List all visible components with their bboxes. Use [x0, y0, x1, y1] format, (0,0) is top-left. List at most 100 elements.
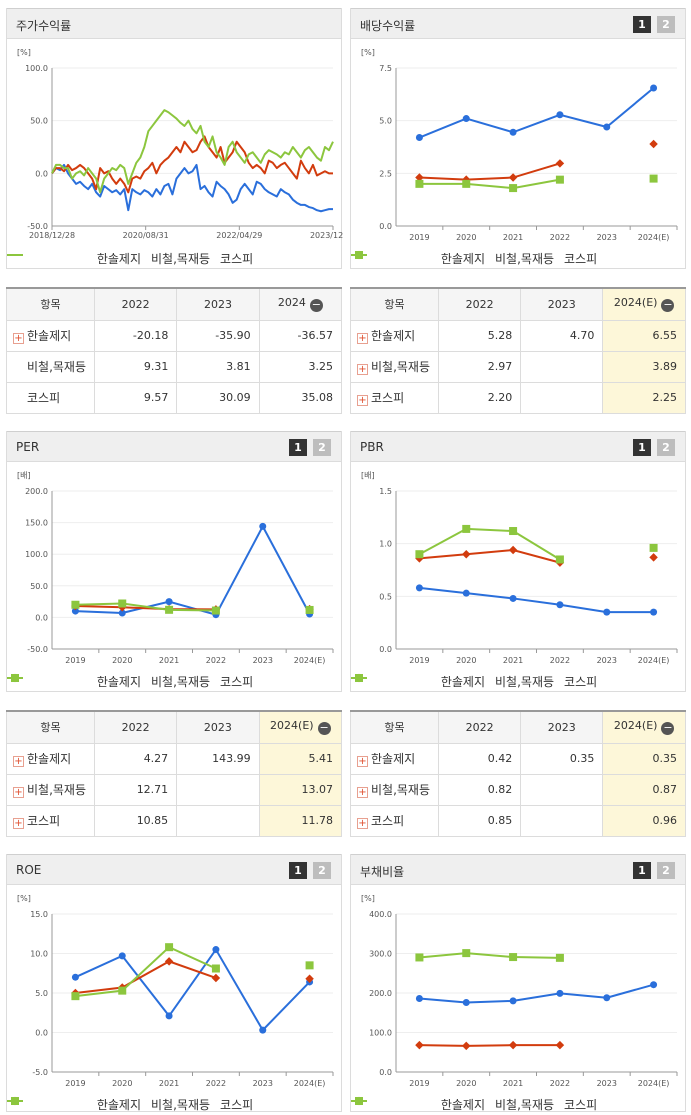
- chart-legend: 한솔제지 비철,목재등 코스피: [351, 1096, 687, 1113]
- expand-icon[interactable]: +: [13, 787, 24, 798]
- legend-label: 비철,목재등: [495, 1098, 555, 1112]
- collapse-icon[interactable]: −: [661, 721, 675, 736]
- chart-svg: [%] 15.0 10.0 5.0 0.0 -5.0 2019 2020 2021 2022 202…: [17, 894, 334, 1088]
- legend-item[interactable]: 코스피: [7, 1096, 253, 1113]
- expand-icon[interactable]: +: [357, 756, 368, 767]
- y-tick-label: 200.0: [25, 487, 48, 496]
- table-per: 항목 2022 2023 2024(E) − + 한솔제지 4.27 143.99 5.41 + 비철…: [5, 710, 343, 837]
- data-point: [462, 589, 470, 597]
- row-label: + 한솔제지: [349, 742, 440, 775]
- data-point: [165, 605, 174, 614]
- table-cell: 4.27: [94, 742, 178, 775]
- table-stock-return: 항목 2022 2023 2024− + 한솔제지 -20.18 -35.90 -36.57 비철…: [5, 287, 343, 414]
- legend-item[interactable]: 코스피: [7, 673, 254, 690]
- header-label: 2022: [465, 720, 494, 734]
- legend-item[interactable]: 코스피: [351, 1096, 597, 1113]
- legend-item[interactable]: 비철,목재등: [7, 250, 210, 267]
- legend-item[interactable]: 코스피: [7, 250, 253, 267]
- x-tick-label: 2024(E): [638, 656, 670, 665]
- y-tick-label: 7.5: [379, 64, 392, 73]
- legend-item[interactable]: 한솔제지: [351, 250, 485, 267]
- legend-label: 코스피: [220, 675, 254, 689]
- row-label-text: 코스피: [371, 391, 405, 405]
- page-1-button[interactable]: 1: [633, 439, 651, 456]
- x-tick-label: 2019: [409, 656, 429, 665]
- table-header-cell: 2024(E) −: [602, 711, 686, 744]
- x-tick-label: 2021: [159, 1079, 179, 1088]
- legend-item[interactable]: 한솔제지: [351, 673, 485, 690]
- table-header-cell: 항목: [5, 711, 96, 744]
- chart-debt-ratio: [%] 400.0 300.0 200.0 100.0 0.0 2019 2020 2021 20…: [351, 886, 687, 1115]
- data-point: [305, 605, 314, 614]
- y-tick-label: 5.0: [35, 989, 48, 998]
- row-label-text: 비철,목재등: [27, 360, 87, 374]
- table-cell: 3.81: [176, 350, 260, 383]
- page-2-button[interactable]: 2: [313, 862, 331, 879]
- page-1-button[interactable]: 1: [633, 16, 651, 33]
- x-tick-label: 2023: [253, 656, 273, 665]
- table-row: + 한솔제지 4.27 143.99 5.41: [5, 742, 343, 775]
- header-label: 항목: [384, 721, 405, 735]
- row-label: + 코스피: [349, 381, 440, 414]
- row-label-text: 코스피: [27, 391, 61, 405]
- table-cell: 9.57: [94, 381, 178, 414]
- legend-item[interactable]: 코스피: [351, 250, 597, 267]
- y-tick-label: 0.0: [35, 1029, 48, 1038]
- legend-swatch: [7, 254, 23, 256]
- page-2-button[interactable]: 2: [313, 439, 331, 456]
- y-tick-label: 100.0: [25, 550, 48, 559]
- data-point: [508, 173, 518, 182]
- data-point: [71, 973, 79, 981]
- page-1-button[interactable]: 1: [633, 862, 651, 879]
- expand-icon[interactable]: +: [13, 818, 24, 829]
- expand-icon[interactable]: +: [357, 787, 368, 798]
- page-2-button[interactable]: 2: [657, 862, 675, 879]
- data-point: [164, 957, 174, 966]
- table-row: + 한솔제지 -20.18 -35.90 -36.57: [5, 319, 343, 352]
- legend-item[interactable]: 비철,목재등: [351, 250, 554, 267]
- legend-item[interactable]: 한솔제지: [7, 250, 141, 267]
- table-cell: 11.78: [258, 804, 343, 837]
- collapse-icon[interactable]: −: [309, 298, 323, 313]
- data-point: [212, 946, 220, 954]
- table-cell: 35.08: [258, 381, 343, 414]
- expand-icon[interactable]: +: [357, 818, 368, 829]
- table-cell: [520, 350, 604, 383]
- x-tick-label: 2023: [253, 1079, 273, 1088]
- page-2-button[interactable]: 2: [657, 439, 675, 456]
- legend-item[interactable]: 비철,목재등: [7, 673, 210, 690]
- panel-pbr: PBR 1 2 [배] 1.5 1.0 0.5 0.0 2019 2020 2021 2022 2…: [350, 431, 686, 692]
- legend-item[interactable]: 비철,목재등: [351, 1096, 555, 1113]
- row-label-text: 한솔제지: [27, 752, 72, 766]
- table-header-cell: 2023: [176, 711, 260, 744]
- expand-icon[interactable]: +: [357, 364, 368, 375]
- data-point: [555, 555, 564, 564]
- page-1-button[interactable]: 1: [289, 862, 307, 879]
- expand-icon[interactable]: +: [13, 756, 24, 767]
- collapse-icon[interactable]: −: [661, 298, 675, 313]
- expand-icon[interactable]: +: [357, 395, 368, 406]
- expand-icon[interactable]: +: [357, 333, 368, 344]
- legend-item[interactable]: 한솔제지: [7, 1096, 141, 1113]
- series-line: [261, 525, 311, 615]
- legend-item[interactable]: 비철,목재등: [7, 1096, 210, 1113]
- y-tick-label: 150.0: [25, 519, 48, 528]
- series-line: [75, 945, 217, 998]
- legend-item[interactable]: 한솔제지: [7, 673, 141, 690]
- page-2-button[interactable]: 2: [657, 16, 675, 33]
- page-1-button[interactable]: 1: [289, 439, 307, 456]
- legend-item[interactable]: 비철,목재등: [351, 673, 554, 690]
- data-point: [603, 608, 611, 616]
- collapse-icon[interactable]: −: [317, 721, 331, 736]
- legend-item[interactable]: 코스피: [351, 673, 597, 690]
- y-tick-label: 10.0: [30, 950, 48, 959]
- expand-icon[interactable]: +: [13, 333, 24, 344]
- table-pbr: 항목 2022 2023 2024(E) − + 한솔제지 0.42 0.35 0.35 + 비철,목…: [349, 710, 686, 837]
- row-label: + 비철,목재등: [349, 350, 440, 383]
- y-tick-label: 50.0: [30, 582, 48, 591]
- legend-item[interactable]: 한솔제지: [351, 1096, 485, 1113]
- pager: 1 2: [633, 16, 675, 33]
- panel-title: ROE: [16, 863, 42, 877]
- data-point: [415, 179, 424, 188]
- chart-dividend-yield: [%] 7.5 5.0 2.5 0.0 2019 2020 2021 2022 2023 2024(…: [351, 40, 687, 270]
